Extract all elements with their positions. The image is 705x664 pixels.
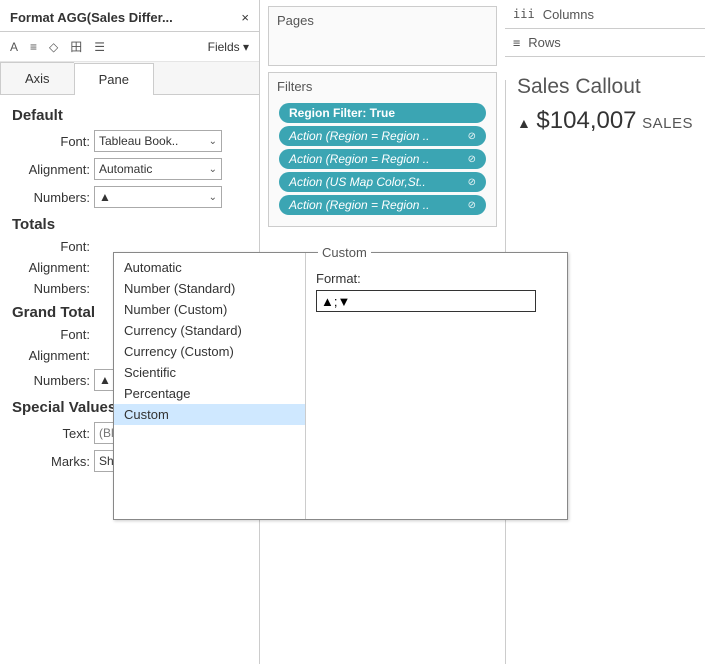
- close-icon[interactable]: ×: [241, 10, 249, 25]
- totals-numbers-label: Numbers:: [12, 281, 94, 296]
- filter-pill-label: Action (Region = Region ..: [289, 152, 429, 166]
- filter-link-icon: ⊘: [468, 131, 476, 142]
- format-input[interactable]: [316, 290, 536, 312]
- special-marks-label: Marks:: [12, 454, 94, 469]
- columns-icon: iii: [513, 7, 535, 21]
- filter-link-icon: ⊘: [468, 154, 476, 165]
- format-type-item[interactable]: Scientific: [114, 362, 305, 383]
- viz-label: SALES: [642, 115, 693, 132]
- format-type-list: AutomaticNumber (Standard)Number (Custom…: [114, 253, 306, 519]
- filter-pill[interactable]: Action (US Map Color,St.. ⊘: [279, 172, 486, 192]
- format-type-item[interactable]: Currency (Custom): [114, 341, 305, 362]
- default-font-label: Font:: [12, 134, 94, 149]
- columns-shelf[interactable]: iii Columns: [505, 0, 705, 28]
- grand-numbers-label: Numbers:: [12, 373, 94, 388]
- columns-shelf-label: Columns: [543, 7, 594, 22]
- viz-callout: ▲ $104,007 SALES: [517, 107, 693, 135]
- triangle-icon: ▲: [517, 115, 531, 131]
- rows-shelf[interactable]: ≡ Rows: [505, 28, 705, 56]
- pages-shelf[interactable]: Pages: [268, 6, 497, 66]
- lines-icon[interactable]: ☰: [94, 40, 105, 54]
- filter-pill-label: Action (Region = Region ..: [289, 129, 429, 143]
- filter-pill[interactable]: Action (Region = Region .. ⊘: [279, 195, 486, 215]
- filter-pill[interactable]: Action (Region = Region .. ⊘: [279, 149, 486, 169]
- number-format-popup: AutomaticNumber (Standard)Number (Custom…: [113, 252, 568, 520]
- section-default: Default: [12, 107, 247, 124]
- filter-pill-label: Action (US Map Color,St..: [289, 175, 426, 189]
- font-icon[interactable]: A: [10, 40, 18, 54]
- grand-font-label: Font:: [12, 327, 94, 342]
- viz-title: Sales Callout: [517, 75, 693, 99]
- filters-shelf[interactable]: Filters Region Filter: True Action (Regio…: [268, 72, 497, 227]
- totals-align-label: Alignment:: [12, 260, 94, 275]
- viz-area: Sales Callout ▲ $104,007 SALES: [505, 57, 705, 153]
- section-totals: Totals: [12, 216, 247, 233]
- format-type-item[interactable]: Automatic: [114, 257, 305, 278]
- tab-axis[interactable]: Axis: [0, 62, 74, 94]
- format-type-item[interactable]: Percentage: [114, 383, 305, 404]
- filter-link-icon: ⊘: [468, 177, 476, 188]
- viz-amount: $104,007: [536, 107, 636, 134]
- fields-dropdown[interactable]: Fields: [208, 40, 249, 54]
- totals-font-label: Font:: [12, 239, 94, 254]
- format-panel-title: Format AGG(Sales Differ... ×: [0, 0, 259, 32]
- tab-pane[interactable]: Pane: [74, 63, 154, 95]
- filter-pill-label: Region Filter: True: [289, 106, 395, 120]
- custom-legend: Custom: [318, 245, 371, 260]
- default-align-label: Alignment:: [12, 162, 94, 177]
- grand-align-label: Alignment:: [12, 348, 94, 363]
- panel-title-text: Format AGG(Sales Differ...: [10, 10, 173, 25]
- format-tabs: Axis Pane: [0, 62, 259, 95]
- borders-icon[interactable]: 田: [70, 38, 82, 55]
- shading-icon[interactable]: ◇: [49, 40, 58, 54]
- align-icon[interactable]: ≡: [30, 40, 37, 54]
- filter-pill[interactable]: Action (Region = Region .. ⊘: [279, 126, 486, 146]
- default-align-select[interactable]: Automatic: [94, 158, 222, 180]
- filter-pill-label: Action (Region = Region ..: [289, 198, 429, 212]
- pages-shelf-label: Pages: [269, 7, 496, 34]
- default-numbers-select[interactable]: ▲: [94, 186, 222, 208]
- rows-shelf-label: Rows: [528, 35, 561, 50]
- default-font-select[interactable]: Tableau Book..: [94, 130, 222, 152]
- special-text-label: Text:: [12, 426, 94, 441]
- filter-pill[interactable]: Region Filter: True: [279, 103, 486, 123]
- columns-rows-shelves: iii Columns ≡ Rows: [505, 0, 705, 57]
- custom-format-pane: Custom Format:: [306, 253, 567, 519]
- filter-link-icon: ⊘: [468, 200, 476, 211]
- rows-icon: ≡: [513, 36, 520, 50]
- filters-shelf-label: Filters: [269, 73, 496, 100]
- format-type-item[interactable]: Number (Standard): [114, 278, 305, 299]
- format-toolbar: A ≡ ◇ 田 ☰ Fields: [0, 32, 259, 62]
- format-type-item[interactable]: Number (Custom): [114, 299, 305, 320]
- default-numbers-label: Numbers:: [12, 190, 94, 205]
- format-type-item[interactable]: Custom: [114, 404, 305, 425]
- format-type-item[interactable]: Currency (Standard): [114, 320, 305, 341]
- format-label: Format:: [316, 271, 557, 286]
